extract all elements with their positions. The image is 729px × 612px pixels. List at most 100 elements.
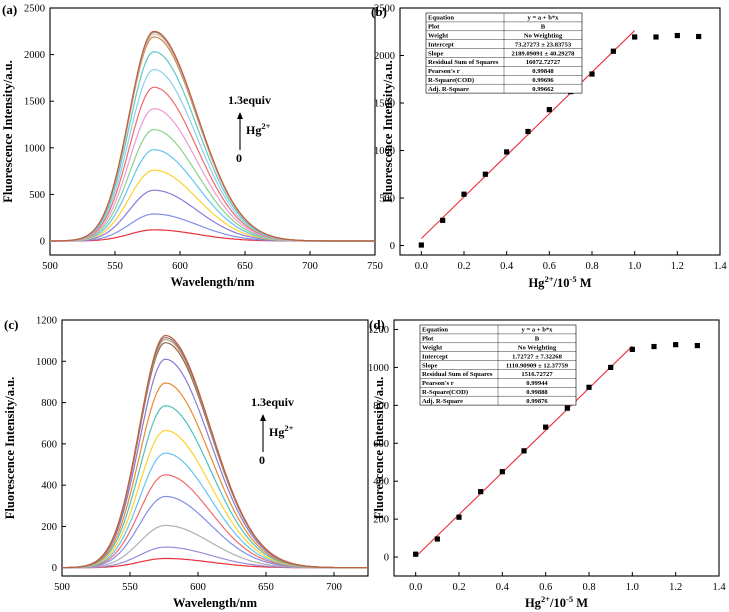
table-row-value: 2189.09091 ± 40.29278 [512,50,576,57]
x-tick-label: 550 [107,261,123,272]
data-point [564,405,570,411]
y-tick-label: 500 [29,190,45,201]
data-point [525,128,531,135]
plot-frame [393,319,720,577]
table-row-value: 16072.72727 [526,59,561,66]
table-row-value: B [535,336,540,343]
x-tick-label: 1.2 [671,261,684,272]
x-tick-label: 1.4 [713,261,727,272]
x-axis-label-xlabel-exp: -5 [566,594,573,604]
x-axis-label-xlabel-base: Hg [525,596,542,610]
panel-c: 500 550 600 650 700 0 200 400 600 800 1000 1200 (c) F… [3,316,369,610]
y-tick-label: 800 [373,401,389,412]
y-axis-label: Fluorescence Intensity/a.u. [1,60,15,202]
plot-frame [61,319,369,577]
annotation-top: 1.3equiv [228,93,271,107]
data-point [694,343,700,349]
y-tick-label: 0 [52,563,57,574]
table-row-label: Equation [428,15,454,22]
x-tick-label: 1.0 [628,261,641,272]
table-row-value: y = a + b*x [522,327,554,334]
table-row-value: 73.27273 ± 23.83753 [515,41,572,48]
x-tick-label: 1.4 [712,582,726,593]
spectrum-line [62,336,368,569]
table-row-label: Adj. R-Square [428,86,469,93]
y-tick-label: 500 [379,194,395,205]
x-axis-label-xlabel-unit: M [573,596,588,610]
y-tick-label: 1000 [374,146,395,157]
spectrum-line [50,36,375,242]
table-row-label: Pearson's r [422,380,454,387]
data-point [418,242,424,248]
y-axis-label: Fluorescence Intensity/a.u. [3,377,17,519]
x-axis-label: Hg2+/10-5 M [525,594,588,610]
spectrum-line [50,31,375,242]
x-tick-label: 500 [42,261,58,272]
data-point [610,48,616,54]
regression-table: Equation y = a + b*x Plot B Weight No Weighti… [425,12,583,94]
spectrum-line [62,382,368,569]
x-tick-label: 600 [190,582,206,593]
data-point [499,469,505,475]
x-tick-label: 750 [367,261,383,272]
data-point [696,33,702,40]
spectrum-line [50,30,375,242]
table-row-value: B [541,24,546,31]
y-tick-label: 200 [41,522,57,533]
spectrum-line [50,68,375,242]
y-tick-label: 2000 [374,51,395,62]
data-point [674,32,680,39]
annotation-species: Hg2+ [269,423,294,439]
table-row-label: Equation [422,327,448,334]
table-row-label: Pearson's r [428,68,460,75]
panel-label: (a) [2,2,17,17]
x-tick-label: 600 [172,261,188,272]
table-row-value: 1110.90909 ± 12.37759 [506,362,569,369]
x-tick-label: 650 [237,261,253,272]
panel-label: (d) [369,317,385,332]
table-row-value: 1516.72727 [521,371,553,378]
data-point [461,191,467,197]
data-point [478,489,484,495]
species-base: Hg [269,425,284,439]
x-axis-label: Hg2+/10-5 M [528,274,591,290]
x-tick-label: 0.6 [543,261,556,272]
table-row-label: R-Square(COD) [428,77,474,84]
data-point [589,71,595,77]
y-axis-label: Fluorescence Intensity/a.u. [372,377,386,519]
table-row-value: 0.99662 [532,86,554,93]
table-row-value: 0.99696 [532,77,554,84]
y-axis-label: Fluorescence Intensity/a.u. [381,60,395,202]
y-tick-label: 2000 [24,50,45,61]
x-tick-label: 0.8 [585,261,598,272]
x-tick-label: 550 [122,582,138,593]
species-base: Hg [246,123,261,137]
y-tick-label: 1200 [368,325,389,336]
arrow-head-icon [237,112,243,119]
plot-frame [399,7,721,256]
x-tick-label: 700 [302,261,318,272]
table-row-value: 0.99848 [532,68,554,75]
x-tick-label: 0.0 [409,582,422,593]
y-tick-label: 800 [41,398,57,409]
data-point [651,343,657,350]
panel-b: 0.0 0.2 0.4 0.6 0.8 1.0 1.2 1.4 0 500 1000 1500 2000… [371,4,727,291]
annotation-bottom: 0 [259,453,265,467]
data-point [586,384,592,390]
x-axis-label-xlabel-base: Hg [528,276,545,290]
x-axis-label-xlabel-unit: M [577,276,592,290]
table-row-label: Intercept [428,41,455,48]
x-axis-label-xlabel-rest: /10 [553,276,570,290]
x-tick-label: 0.2 [457,261,470,272]
x-tick-label: 700 [326,582,342,593]
y-tick-label: 1000 [368,363,389,374]
y-tick-label: 600 [373,439,389,450]
y-tick-label: 1500 [374,99,395,110]
regression-table: Equation y = a + b*x Plot B Weight No Weighti… [419,324,577,406]
table-row-value: No Weighting [518,345,557,352]
plot-frame [49,7,376,256]
spectrum-line [62,334,368,569]
table-row-value: 0.99944 [526,380,548,387]
spectrum-line [62,358,368,569]
x-tick-label: 0.4 [500,261,514,272]
